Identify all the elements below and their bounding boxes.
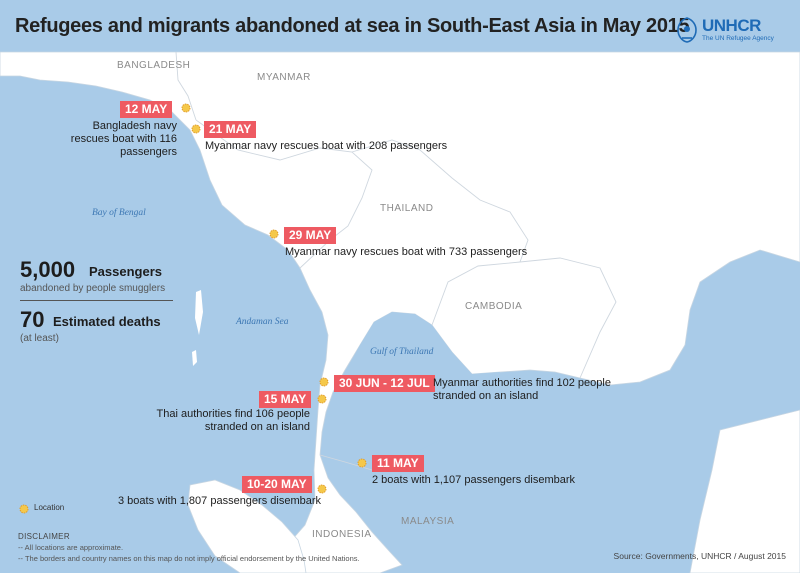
legend-location-label: Location	[34, 503, 65, 512]
borneo-landmass	[689, 409, 800, 573]
unhcr-emblem-icon	[677, 17, 697, 43]
event-description: 2 boats with 1,107 passengers disembark	[372, 474, 576, 486]
sumatra-landmass	[187, 479, 307, 573]
disclaimer-line: -- All locations are approximate.	[18, 543, 124, 552]
stat-deaths-label: Estimated deaths	[53, 314, 161, 329]
location-marker-icon	[317, 394, 327, 404]
event-date-tag: 11 MAY	[372, 455, 424, 472]
event-date-tag: 30 JUN - 12 JUL	[334, 375, 435, 392]
stat-deaths-sub: (at least)	[20, 333, 59, 344]
country-borders	[175, 51, 617, 471]
disclaimer-line: -- The borders and country names on this…	[18, 554, 360, 563]
stat-passengers-sub: abandoned by people smugglers	[20, 283, 166, 294]
stat-passengers-value: 5,000	[20, 257, 76, 282]
event-description: Myanmar authorities find 102 people stra…	[433, 377, 611, 402]
header: Refugees and migrants abandoned at sea i…	[0, 0, 800, 52]
sea-label-andaman: Andaman Sea	[236, 317, 289, 327]
event-date-tag: 15 MAY	[259, 391, 312, 408]
page-title: Refugees and migrants abandoned at sea i…	[15, 15, 690, 37]
disclaimer-heading: DISCLAIMER	[18, 532, 70, 541]
legend-location-marker-icon	[19, 504, 29, 514]
event-description: Myanmar navy rescues boat with 733 passe…	[285, 246, 528, 258]
event-description: Myanmar navy rescues boat with 208 passe…	[205, 140, 448, 152]
sea-label-gulf-of-thailand: Gulf of Thailand	[370, 347, 434, 357]
nicobar-islands	[192, 350, 197, 366]
andaman-islands	[195, 290, 203, 335]
event-date-tag: 12 MAY	[120, 101, 173, 118]
stats-divider	[20, 300, 173, 301]
stat-passengers-label: Passengers	[89, 264, 162, 279]
location-marker-icon	[317, 484, 327, 494]
source-credit: Source: Governments, UNHCR / August 2015	[613, 551, 786, 561]
event-date-tag: 10-20 MAY	[242, 476, 312, 493]
location-marker-icon	[357, 458, 367, 468]
country-label-thailand: THAILAND	[380, 203, 434, 214]
country-label-indonesia: INDONESIA	[312, 529, 372, 540]
country-label-myanmar: MYANMAR	[257, 72, 311, 83]
country-label-bangladesh: BANGLADESH	[117, 60, 191, 71]
event-description: Thai authorities find 106 people strande…	[156, 408, 311, 433]
logo-tagline: The UN Refugee Agency	[702, 35, 774, 42]
location-marker-icon	[269, 229, 279, 239]
mainland-landmass	[0, 51, 800, 573]
unhcr-logo: UNHCR The UN Refugee Agency	[676, 16, 786, 52]
country-label-cambodia: CAMBODIA	[465, 301, 523, 312]
country-label-malaysia: MALAYSIA	[401, 516, 455, 527]
location-marker-icon	[319, 377, 329, 387]
stat-deaths-value: 70	[20, 307, 45, 332]
logo-wordmark: UNHCR	[702, 16, 761, 35]
event-date-tag: 21 MAY	[204, 121, 257, 138]
event-date-tag: 29 MAY	[284, 227, 337, 244]
sea-label-bay-of-bengal: Bay of Bengal	[92, 208, 146, 218]
event-description: 3 boats with 1,807 passengers disembark	[118, 495, 322, 507]
location-marker-icon	[181, 103, 191, 113]
location-marker-icon	[191, 124, 201, 134]
event-description: Bangladesh navy rescues boat with 116 pa…	[70, 120, 177, 158]
